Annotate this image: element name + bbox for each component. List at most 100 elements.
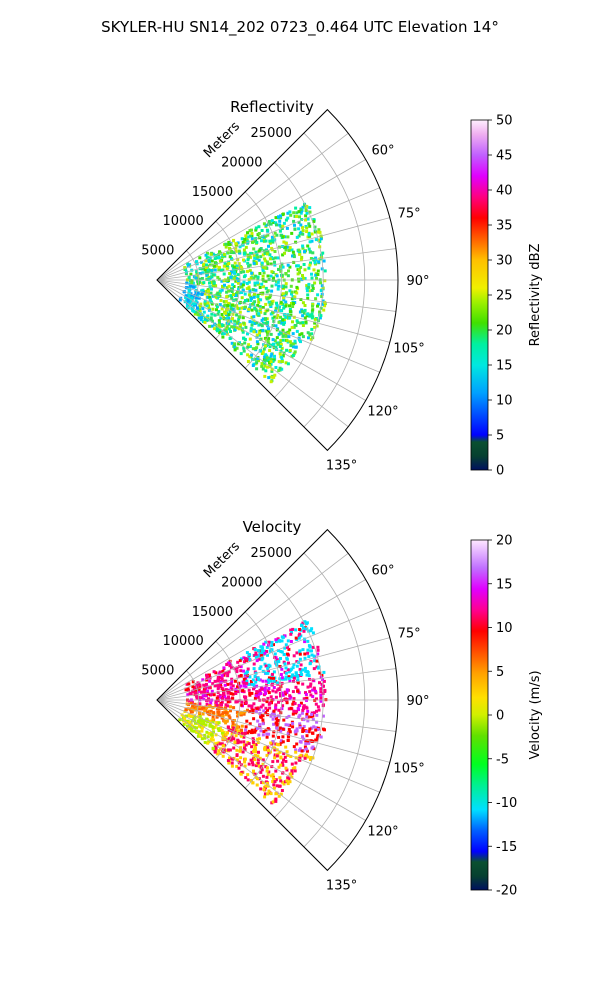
echo-cell [318,681,321,685]
echo-cell [204,290,208,293]
echo-cell [230,764,234,768]
echo-cell [201,712,205,716]
echo-cell [299,210,303,214]
echo-cell [266,696,270,700]
echo-cell [279,338,283,342]
echo-cell [261,758,265,762]
echo-cell [271,311,275,315]
colorbar-tick-label: 50 [496,114,513,129]
echo-cell [244,701,248,705]
echo-cell [309,257,313,260]
echo-cell [207,686,211,690]
echo-cell [290,292,293,296]
echo-cell [269,695,273,699]
echo-cell [227,279,230,282]
echo-cell [274,345,278,349]
echo-cell [216,727,220,731]
echo-cell [291,342,295,346]
echo-cell [284,248,288,252]
echo-cell [282,306,286,310]
sector-frame [156,108,399,452]
echo-cell [250,353,254,357]
echo-cell [227,327,231,331]
echo-cell [281,735,285,739]
echo-cell [205,274,209,278]
echo-cell [203,320,207,324]
echo-cell [258,272,262,275]
echo-cell [190,296,194,300]
echo-cell [219,316,223,320]
echo-cell [267,676,271,680]
echo-cell [192,309,196,313]
echo-cell [323,301,327,305]
echo-cell [285,226,289,230]
echo-cell [287,675,291,679]
radial-tick-label: 5000 [141,244,174,259]
echo-cell [200,267,204,271]
echo-cell [248,675,252,679]
echo-cell [195,729,199,733]
echo-cell [291,712,295,716]
echo-cell [207,732,211,735]
echo-cell [250,315,254,319]
echo-cell [261,722,265,726]
echo-cell [220,313,224,316]
echo-cell [235,666,239,670]
echo-cell [288,679,292,683]
echo-cell [266,262,270,266]
echo-cell [193,685,196,689]
echo-cell [228,659,232,663]
echo-cell [240,343,244,347]
echo-cell [231,316,234,320]
echo-cell [244,725,248,729]
echo-cell [312,667,316,671]
echo-cell [312,725,316,729]
echo-cell [246,258,250,262]
echo-cell [190,710,194,714]
echo-cell [280,321,284,325]
echo-cell [266,784,270,788]
echo-cell [285,779,289,783]
echo-cell [316,645,320,649]
echo-cell [312,654,316,658]
echo-cell [263,792,267,796]
echo-cell [267,751,271,755]
echo-cell [318,230,322,234]
echo-cell [308,210,312,214]
echo-cell [189,272,193,276]
echo-cell [213,679,217,683]
colorbar-tick-label: 45 [496,149,513,164]
echo-cell [263,257,267,261]
echo-cell [178,718,182,722]
echo-cell [253,322,257,325]
echo-cell [229,705,232,709]
echo-cell [305,696,309,700]
echo-cell [236,306,240,310]
echo-cell [253,754,257,758]
echo-cell [272,276,275,280]
echo-cell [316,293,320,297]
echo-cell [292,663,296,666]
echo-cell [184,708,188,712]
echo-cell [266,233,270,237]
echo-cell [237,317,241,321]
echo-cell [255,684,259,688]
echo-cell [273,263,277,267]
echo-cell [310,312,314,316]
echo-cell [258,723,262,727]
echo-cell [211,307,215,311]
echo-cell [220,716,224,720]
echo-cell [224,711,228,715]
echo-cell [196,293,200,297]
echo-cell [308,263,312,267]
echo-cell [255,333,259,337]
echo-cell [269,792,273,796]
echo-cell [227,313,231,316]
echo-cell [217,277,221,281]
echo-cell [299,298,303,301]
echo-cell [264,259,268,263]
echo-cell [258,305,262,309]
echo-cell [211,273,215,277]
echo-cell [238,761,241,765]
echo-cell [265,679,268,683]
